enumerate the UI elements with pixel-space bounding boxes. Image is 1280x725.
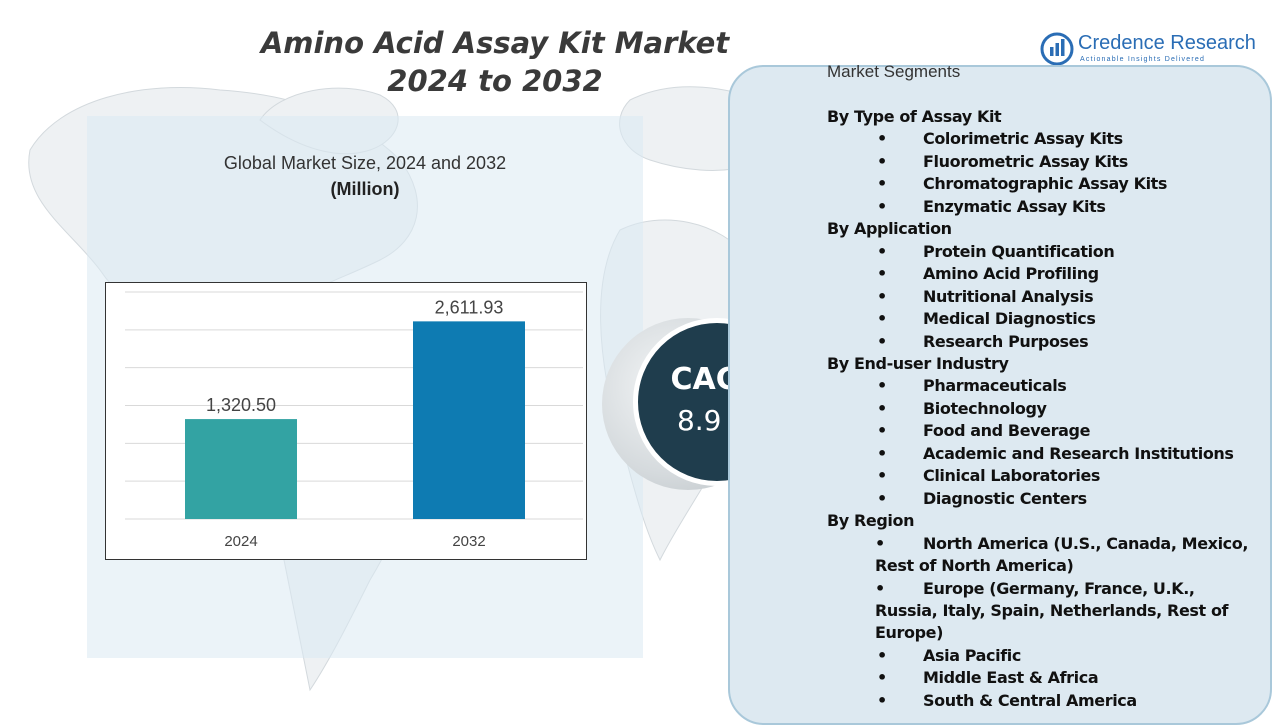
segment-group-title: By Application (827, 219, 952, 239)
segment-item: • Clinical Laboratories (827, 465, 1259, 487)
segments-list: By Type of Assay Kit • Colorimetric Assay… (827, 106, 1259, 712)
segment-item: • Asia Pacific (827, 645, 1259, 667)
segment-item: • North America (U.S., Canada, Mexico, Re… (875, 533, 1249, 576)
bullet-icon: • (877, 309, 887, 329)
bullet-icon: • (877, 264, 887, 284)
category-label-2024: 2024 (224, 533, 257, 550)
segment-group-title: By End-user Industry (827, 353, 1009, 373)
bullet-icon: • (875, 533, 885, 553)
bar-2032 (413, 321, 525, 519)
segment-item: • Middle East & Africa (827, 667, 1259, 689)
segment-item: • Fluorometric Assay Kits (827, 151, 1259, 173)
segment-item: • Food and Beverage (827, 420, 1259, 442)
bullet-icon: • (877, 196, 887, 216)
chart-unit: (Million) (330, 179, 400, 199)
logo-tagline: Actionable Insights Delivered (1080, 56, 1206, 63)
segment-item: • Diagnostic Centers (827, 488, 1259, 510)
category-label-2032: 2032 (452, 533, 485, 550)
bullet-icon: • (877, 466, 887, 486)
segment-item: • Chromatographic Assay Kits (827, 173, 1259, 195)
segments-panel (728, 65, 1272, 725)
title-line-1: Amino Acid Assay Kit Market (260, 26, 730, 60)
value-labels: 1,320.50 2,611.93 (206, 297, 503, 415)
segment-item: • Protein Quantification (827, 241, 1259, 263)
segment-item: • Enzymatic Assay Kits (827, 196, 1259, 218)
page-title: Amino Acid Assay Kit Market 2024 to 2032 (220, 24, 770, 100)
segment-group-title: By Type of Assay Kit (827, 107, 1002, 126)
bullet-icon: • (875, 578, 885, 598)
segment-item: • Pharmaceuticals (827, 375, 1259, 397)
bullet-icon: • (877, 668, 887, 688)
segments-header: Market Segments (827, 62, 961, 81)
chart-title: Global Market Size, 2024 and 2032 (223, 153, 507, 173)
bullet-icon: • (877, 129, 887, 149)
segment-item: • Colorimetric Assay Kits (827, 128, 1259, 150)
bullet-icon: • (877, 443, 887, 463)
logo-name: Credence Research (1078, 32, 1256, 54)
bullet-icon: • (877, 645, 887, 665)
segment-item: • South & Central America (827, 690, 1259, 712)
segment-group-title: By Region (827, 511, 915, 531)
segment-item: • Medical Diagnostics (827, 308, 1259, 330)
bullet-icon: • (877, 398, 887, 418)
segment-item: • Europe (Germany, France, U.K., Russia, … (875, 578, 1229, 643)
bullet-icon: • (877, 241, 887, 261)
bullet-icon: • (877, 421, 887, 441)
category-labels: 2024 2032 (224, 533, 485, 550)
title-line-2: 2024 to 2032 (387, 64, 603, 98)
segment-item: • Academic and Research Institutions (827, 443, 1259, 465)
bullet-icon: • (877, 286, 887, 306)
segment-item: • Nutritional Analysis (827, 286, 1259, 308)
bars (185, 321, 525, 519)
value-label-2024: 1,320.50 (206, 395, 276, 415)
credence-research-logo: Credence Research Actionable Insights De… (1040, 30, 1260, 70)
bullet-icon: • (877, 151, 887, 171)
value-label-2032: 2,611.93 (435, 297, 504, 317)
bullet-icon: • (877, 488, 887, 508)
segment-item: • Amino Acid Profiling (827, 263, 1259, 285)
bullet-icon: • (877, 376, 887, 396)
bullet-icon: • (877, 331, 887, 351)
bar-2024 (185, 419, 297, 519)
bullet-icon: • (877, 174, 887, 194)
segment-item: • Research Purposes (827, 331, 1259, 353)
segment-item: • Biotechnology (827, 398, 1259, 420)
logo-icon (1040, 32, 1074, 66)
bar-chart: 1,320.50 2,611.93 2024 2032 (105, 282, 587, 560)
bullet-icon: • (877, 690, 887, 710)
